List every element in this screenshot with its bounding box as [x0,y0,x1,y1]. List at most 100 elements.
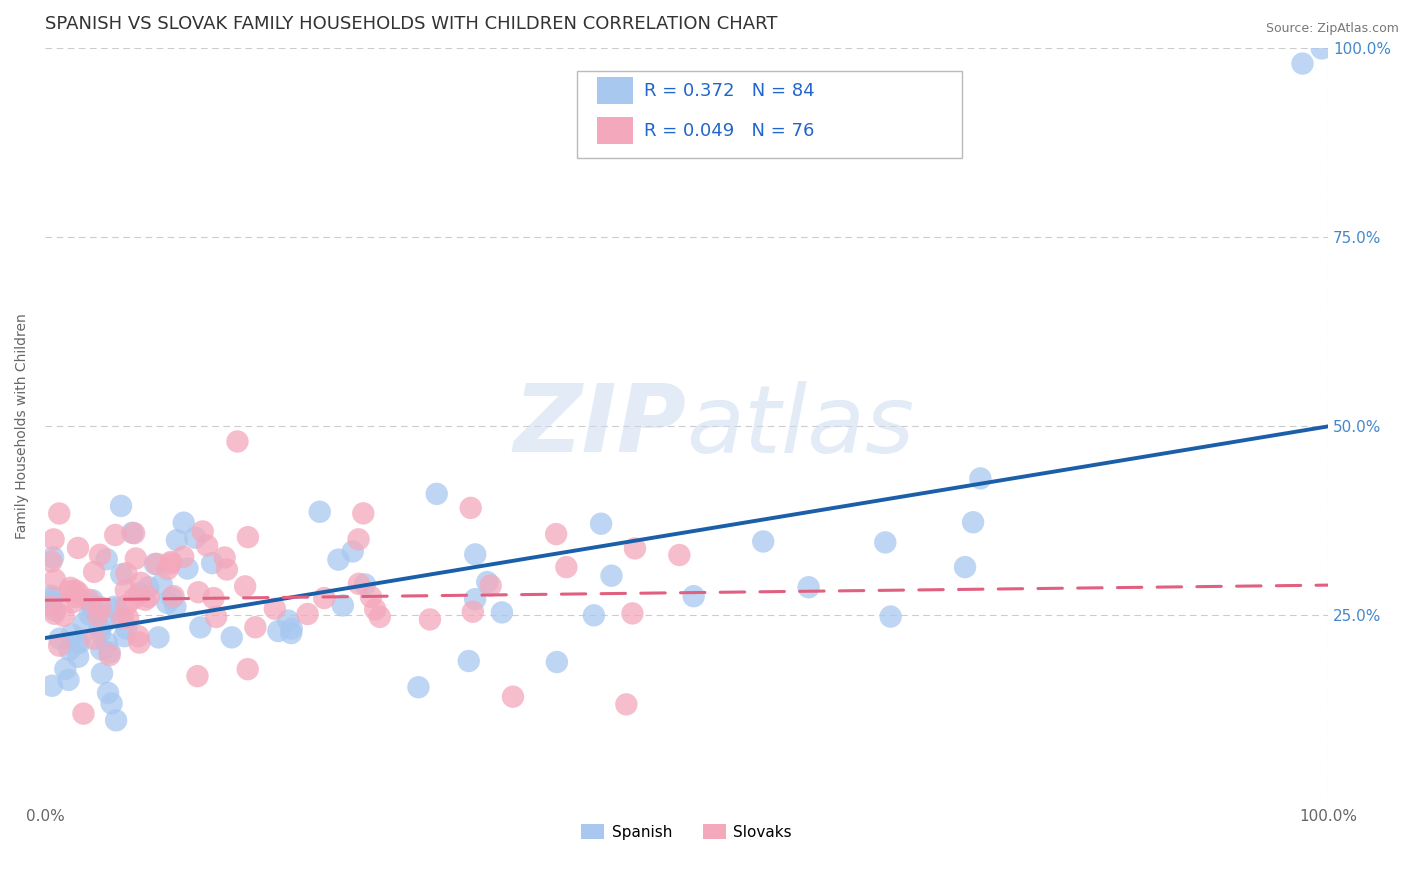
Point [146,557,169,571]
Point [93,615,115,630]
Point [461,605,484,619]
Point [184,531,207,545]
Point [48,507,70,521]
Point [44,603,66,617]
Point [491,606,513,620]
Point [236,662,259,676]
Point [614,698,637,712]
Point [110,611,132,625]
Point [91,666,114,681]
Point [191,524,214,539]
Point [162,589,184,603]
Point [202,591,225,606]
Point [96,636,118,650]
Text: SPANISH VS SLOVAK FAMILY HOUSEHOLDS WITH CHILDREN CORRELATION CHART: SPANISH VS SLOVAK FAMILY HOUSEHOLDS WITH… [45,15,778,33]
Point [1310,41,1333,55]
Point [148,631,170,645]
Point [668,548,690,562]
Point [103,599,125,614]
Point [87,608,110,623]
Point [879,609,901,624]
Point [90,600,112,615]
Point [457,654,479,668]
Point [624,541,647,556]
Point [314,591,336,605]
Point [408,680,430,694]
Point [360,590,382,604]
Point [122,526,145,541]
Point [125,551,148,566]
Point [72,706,94,721]
Point [165,599,187,614]
Point [105,601,128,615]
Point [546,655,568,669]
Point [555,560,578,574]
Point [67,649,90,664]
Point [201,556,224,570]
Point [479,578,502,592]
Point [79,607,101,622]
Point [354,577,377,591]
Point [166,533,188,548]
Point [546,527,568,541]
Point [60,596,83,610]
Text: atlas: atlas [686,381,915,472]
Point [138,590,160,604]
Text: R = 0.049   N = 76: R = 0.049 N = 76 [644,121,814,139]
Point [128,635,150,649]
Point [460,500,482,515]
Point [89,548,111,562]
Point [173,516,195,530]
FancyBboxPatch shape [596,117,633,145]
Point [280,626,302,640]
Point [332,599,354,613]
Point [44,573,66,587]
Point [1291,56,1313,70]
Point [89,621,111,635]
Point [41,679,63,693]
Point [41,589,63,603]
Point [115,583,138,598]
Point [41,599,63,614]
Point [280,622,302,636]
Point [97,686,120,700]
Point [127,629,149,643]
Point [65,583,87,598]
Point [82,602,104,616]
Point [215,562,238,576]
Point [59,581,82,595]
Point [347,576,370,591]
Point [352,506,374,520]
Point [221,631,243,645]
Point [160,555,183,569]
Point [42,533,65,547]
Point [83,565,105,579]
Point [105,714,128,728]
Point [176,561,198,575]
Point [69,635,91,649]
Point [419,612,441,626]
Point [233,579,256,593]
Point [115,599,138,613]
Point [73,616,96,631]
Point [90,642,112,657]
Text: R = 0.372   N = 84: R = 0.372 N = 84 [644,81,815,100]
Point [129,575,152,590]
Point [117,611,139,625]
FancyBboxPatch shape [596,77,633,104]
Point [464,592,486,607]
Point [121,525,143,540]
Point [134,592,156,607]
Point [308,505,330,519]
Point [115,566,138,581]
Point [214,550,236,565]
Point [52,608,75,623]
Point [66,541,89,555]
Point [364,602,387,616]
Point [172,549,194,564]
Legend: Spanish, Slovaks: Spanish, Slovaks [575,818,799,846]
Point [502,690,524,704]
Point [953,560,976,574]
Point [591,516,613,531]
Point [797,580,820,594]
